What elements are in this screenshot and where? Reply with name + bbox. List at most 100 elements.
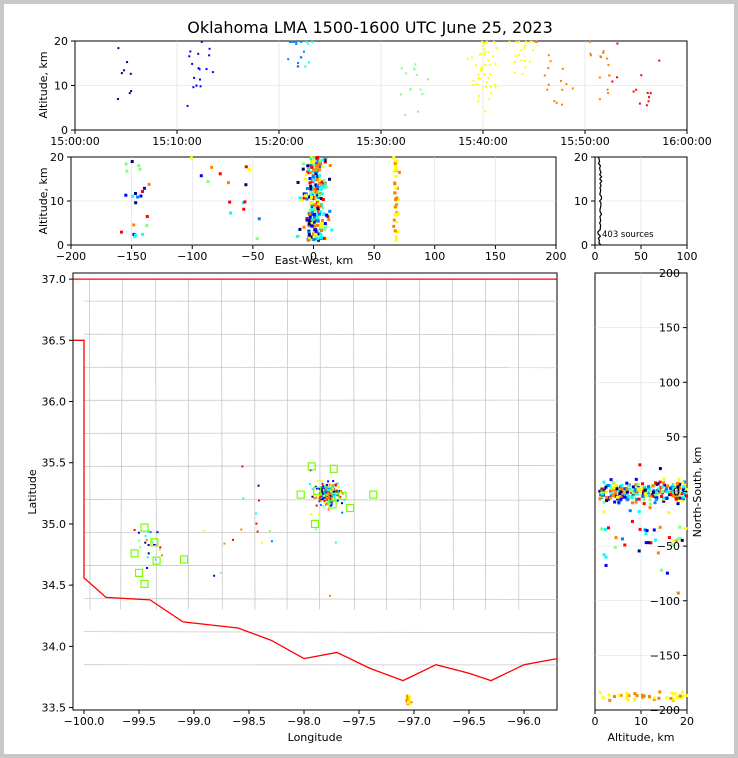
north-south-source <box>644 541 648 545</box>
east-west-source <box>309 202 313 206</box>
north-south-source <box>638 489 642 493</box>
north-south-source <box>642 497 646 501</box>
north-south-source <box>613 491 617 495</box>
north-south-source <box>619 490 623 494</box>
time-height-source <box>632 90 635 93</box>
north-south-source <box>601 492 605 496</box>
east-west-source <box>228 200 232 204</box>
time-height-source <box>528 60 531 63</box>
east-west-source <box>314 208 318 212</box>
north-south-source <box>654 493 658 497</box>
east-west-source <box>134 191 138 195</box>
east-west-source <box>305 197 309 201</box>
plan-view-xtick-label: −100.0 <box>64 715 105 728</box>
time-height-source <box>520 59 523 62</box>
north-south-ytick-label: 200 <box>659 267 680 280</box>
north-south-source <box>631 491 635 495</box>
time-height-source <box>513 60 516 63</box>
north-south-source <box>656 551 660 555</box>
north-south-xtick-label: 0 <box>592 715 599 728</box>
north-south-source <box>642 492 646 496</box>
time-height-source <box>561 88 564 91</box>
plan-view-source <box>334 493 337 496</box>
east-west-source <box>307 236 311 240</box>
north-south-source <box>654 538 658 542</box>
plan-view-source <box>315 504 318 507</box>
north-south-source <box>680 499 684 503</box>
east-west-source <box>393 191 397 195</box>
east-west-source <box>310 221 314 225</box>
east-west-xtick-label: 0 <box>310 250 317 263</box>
plan-view-source <box>255 522 258 525</box>
time-height-source <box>553 100 556 103</box>
plan-view-source <box>322 494 325 497</box>
plan-view-source <box>320 488 323 491</box>
time-height-source <box>640 74 643 77</box>
time-height-source <box>483 41 486 44</box>
lma-figure: Oklahoma LMA 1500-1600 UTC June 25, 2023… <box>4 4 734 754</box>
north-south-source <box>639 486 643 490</box>
north-south-source <box>685 487 689 491</box>
east-west-source <box>317 162 321 166</box>
plan-view-source <box>308 482 311 485</box>
east-west-source <box>124 162 128 166</box>
east-west-source <box>321 197 325 201</box>
east-west-source <box>244 165 248 169</box>
time-height-source <box>474 64 477 67</box>
time-height-source <box>645 104 648 107</box>
plan-view-source <box>340 502 343 505</box>
histogram-xtick-label: 0 <box>592 250 599 263</box>
north-south-source <box>673 495 677 499</box>
east-west-xtick-label: 150 <box>485 250 506 263</box>
time-height-source <box>611 80 614 83</box>
east-west-source <box>309 184 313 188</box>
east-west-source <box>327 218 331 222</box>
time-height-ytick-label: 20 <box>54 35 68 48</box>
north-south-source <box>658 467 662 471</box>
east-west-source <box>255 237 259 241</box>
time-height-source <box>535 40 538 43</box>
east-west-source <box>318 159 322 163</box>
time-height-source <box>483 47 486 50</box>
plan-view-source <box>323 498 326 501</box>
plan-view-source <box>149 531 152 534</box>
time-height-source <box>413 68 416 71</box>
time-height-source <box>188 55 191 58</box>
plan-view-source <box>407 696 410 699</box>
east-west-source <box>312 196 316 200</box>
time-height-source <box>493 40 496 43</box>
east-west-source <box>302 196 306 200</box>
plan-view-source <box>329 501 332 504</box>
plan-view-xtick-label: −97.0 <box>397 715 431 728</box>
time-height-source <box>305 40 308 43</box>
east-west-source <box>319 197 323 201</box>
east-west-source <box>132 223 136 227</box>
histogram-xtick-label: 100 <box>677 250 698 263</box>
north-south-source <box>634 477 638 481</box>
east-west-source <box>323 222 327 226</box>
time-height-source <box>588 40 591 43</box>
north-south-source <box>647 541 651 545</box>
time-height-source <box>472 79 475 82</box>
east-west-source <box>310 160 314 164</box>
time-height-source <box>417 110 420 113</box>
north-south-source <box>642 485 646 489</box>
plan-view-source <box>409 695 412 698</box>
east-west-source <box>308 171 312 175</box>
east-west-source <box>307 195 311 199</box>
north-south-source <box>642 502 646 506</box>
time-height-source <box>646 91 649 94</box>
east-west-source <box>304 194 308 198</box>
county-line <box>83 432 558 434</box>
north-south-source <box>634 488 638 492</box>
east-west-source <box>316 168 320 172</box>
east-west-source <box>393 229 397 233</box>
east-west-source <box>322 228 326 232</box>
north-south-source <box>628 509 632 513</box>
north-south-source <box>643 492 647 496</box>
plan-view-source <box>326 485 329 488</box>
plan-view-source <box>133 529 136 532</box>
time-height-source <box>421 92 424 95</box>
north-south-source <box>636 487 640 491</box>
north-south-source <box>645 494 649 498</box>
